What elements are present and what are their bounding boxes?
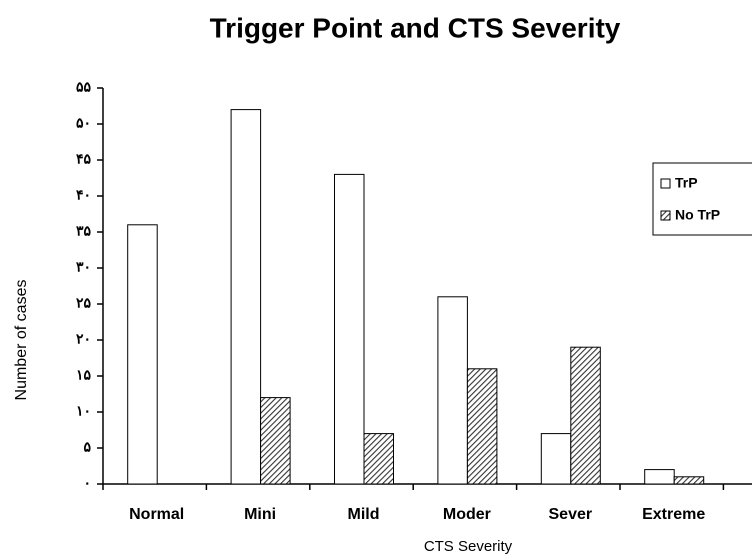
bar [230, 109, 262, 485]
y-tick-label: ۵۵ [76, 79, 92, 95]
y-tick-label: ۵ [83, 439, 91, 455]
x-tick-label: Extreme [642, 506, 705, 523]
y-axis-label: Number of cases [13, 280, 30, 401]
bar [260, 397, 291, 485]
bar [437, 296, 468, 485]
y-tick-label: ۲۰ [76, 331, 91, 347]
y-tick-label: ۱۵ [76, 367, 92, 383]
bar [540, 433, 572, 485]
y-tick-label: ۳۵ [76, 223, 92, 239]
legend-swatch [660, 178, 671, 189]
x-tick-label: Mild [348, 506, 380, 523]
bar [673, 476, 705, 485]
legend-box [652, 162, 752, 236]
legend-label: TrP [675, 175, 698, 191]
legend-label: No TrP [675, 207, 720, 223]
bar [644, 469, 675, 485]
x-tick-label: Mini [244, 506, 276, 523]
chart-title: Trigger Point and CTS Severity [210, 12, 621, 43]
bar [466, 368, 498, 485]
x-tick-label: Sever [549, 506, 593, 523]
bar [334, 173, 365, 485]
y-tick-label: ۲۵ [76, 295, 92, 311]
y-tick-label: ۴۰ [76, 187, 91, 203]
y-tick-label: ۵۰ [76, 115, 91, 131]
y-tick-label: ۳۰ [76, 259, 91, 275]
y-tick-label: ۴۵ [76, 151, 92, 167]
bar [127, 224, 158, 485]
y-tick-label: ۰ [83, 475, 91, 491]
bar [363, 433, 394, 485]
bar [570, 346, 601, 485]
y-tick-label: ۱۰ [76, 403, 91, 419]
x-axis-label: CTS Severity [424, 538, 513, 555]
legend-swatch [660, 210, 671, 221]
x-tick-label: Normal [129, 506, 184, 523]
x-tick-label: Moder [443, 506, 491, 523]
